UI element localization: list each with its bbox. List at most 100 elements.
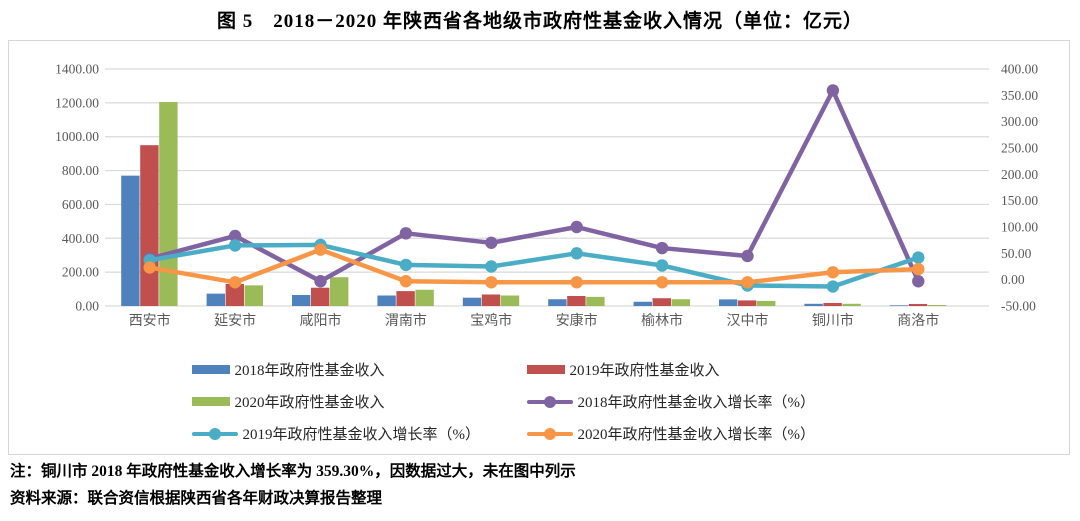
bar-swatch-2020 <box>191 397 230 406</box>
right-axis-tick-label: 100.00 <box>1001 220 1038 235</box>
chart-title: 图 5 2018－2020 年陕西省各地级市政府性基金收入情况（单位：亿元） <box>216 11 863 32</box>
legend-item-2020-revenue: 2020年政府性基金收入 <box>191 391 527 412</box>
marker-2019年政府性基金收入增长率（%） <box>399 258 413 272</box>
bar-2019年政府性基金收入 <box>652 298 671 306</box>
legend-item-2020-growth: 2020年政府性基金收入增长率（%） <box>526 423 887 444</box>
legend-label: 2020年政府性基金收入增长率（%） <box>577 427 816 443</box>
x-axis-category-label: 宝鸡市 <box>470 312 512 329</box>
chart-footnotes: 注：铜川市 2018 年政府性基金收入增长率为 359.30%，因数据过大，未在… <box>10 459 1070 512</box>
bar-2020年政府性基金收入 <box>927 304 947 306</box>
left-axis-tick-label: 600.00 <box>62 197 99 212</box>
x-axis-category-label: 榆林市 <box>641 312 683 329</box>
marker-2020年政府性基金收入增长率（%） <box>741 276 754 289</box>
legend-item-2018-revenue: 2018年政府性基金收入 <box>191 359 527 380</box>
marker-2020年政府性基金收入增长率（%） <box>485 276 498 289</box>
bar-2018年政府性基金收入 <box>633 301 652 306</box>
marker-2020年政府性基金收入增长率（%） <box>143 261 156 274</box>
bar-2018年政府性基金收入 <box>292 294 311 306</box>
marker-2020年政府性基金收入增长率（%） <box>655 276 669 289</box>
legend-item-2018-growth: 2018年政府性基金收入增长率（%） <box>526 391 887 412</box>
left-axis-tick-label: 1000.00 <box>55 129 99 144</box>
bar-2018年政府性基金收入 <box>719 299 738 306</box>
left-axis-tick-label: 800.00 <box>62 163 99 178</box>
marker-2018年政府性基金收入增长率（%） <box>314 275 327 288</box>
marker-2019年政府性基金收入增长率（%） <box>826 280 840 293</box>
x-axis-category-label: 延安市 <box>214 312 256 329</box>
bar-2020年政府性基金收入 <box>159 102 178 306</box>
bar-2018年政府性基金收入 <box>377 295 396 306</box>
note-line: 注：铜川市 2018 年政府性基金收入增长率为 359.30%，因数据过大，未在… <box>10 463 576 480</box>
right-axis-tick-label: -50.00 <box>1001 299 1036 314</box>
bar-2020年政府性基金收入 <box>244 285 263 306</box>
bar-swatch-2018 <box>191 365 230 374</box>
marker-2019年政府性基金收入增长率（%） <box>228 239 242 252</box>
combo-chart-plot: 0.00 200.00 400.00 600.00 800.00 1000.00 1200.… <box>55 62 1038 330</box>
bar-2018年政府性基金收入 <box>889 305 909 306</box>
marker-2018年政府性基金收入增长率（%） <box>826 84 840 97</box>
legend-item-2019-growth: 2019年政府性基金收入增长率（%） <box>191 423 527 444</box>
line-2018年政府性基金收入增长率（%） <box>147 88 921 284</box>
bar-2020年政府性基金收入 <box>415 289 434 306</box>
x-axis-category-label: 咸阳市 <box>300 312 342 329</box>
bar-2020年政府性基金收入 <box>842 303 861 306</box>
bar-swatch-2019 <box>526 365 565 374</box>
line-swatch-2018-growth <box>526 395 573 409</box>
source-line: 资料来源：联合资信根据陕西省各年财政决算报告整理 <box>10 489 383 507</box>
chart-area: 0.00 200.00 400.00 600.00 800.00 1000.00 1200.… <box>8 40 1070 455</box>
legend-marker-icon <box>208 427 221 440</box>
bar-2019年政府性基金收入 <box>140 145 159 306</box>
legend-label: 2020年政府性基金收入 <box>234 395 385 411</box>
x-axis-category-label: 汉中市 <box>727 312 769 329</box>
bar-2018年政府性基金收入 <box>121 175 140 306</box>
right-axis-tick-label: 400.00 <box>1001 62 1038 77</box>
bar-2019年政府性基金收入 <box>908 303 928 306</box>
legend-label: 2019年政府性基金收入增长率（%） <box>242 427 481 443</box>
line-swatch-2020-growth <box>526 427 573 441</box>
marker-2020年政府性基金收入增长率（%） <box>912 262 925 276</box>
left-axis-tick-label: 200.00 <box>62 265 99 280</box>
bar-2018年政府性基金收入 <box>462 297 482 306</box>
right-axis-tick-label: 150.00 <box>1001 193 1038 208</box>
bar-2019年政府性基金收入 <box>311 287 330 306</box>
line-2020年政府性基金收入增长率（%） <box>147 247 921 285</box>
marker-2019年政府性基金收入增长率（%） <box>485 260 498 273</box>
x-axis-category-label: 西安市 <box>129 312 171 329</box>
bar-2019年政府性基金收入 <box>738 300 757 306</box>
marker-2020年政府性基金收入增长率（%） <box>826 266 840 279</box>
bar-2020年政府性基金收入 <box>330 277 349 306</box>
bar-2019年政府性基金收入 <box>823 302 842 306</box>
bar-2019年政府性基金收入 <box>225 283 244 306</box>
bar-2018年政府性基金收入 <box>206 293 225 306</box>
legend-label: 2018年政府性基金收入 <box>234 363 385 379</box>
right-axis-tick-label: 200.00 <box>1001 167 1038 182</box>
legend-label: 2019年政府性基金收入 <box>569 363 720 379</box>
bar-2020年政府性基金收入 <box>500 295 520 306</box>
left-axis-tick-label: 1400.00 <box>55 62 99 77</box>
x-axis-category-label: 铜川市 <box>812 312 854 329</box>
bar-2019年政府性基金收入 <box>396 291 415 306</box>
bar-2020年政府性基金收入 <box>757 300 776 306</box>
marker-2019年政府性基金收入增长率（%） <box>655 259 669 272</box>
bar-2019年政府性基金收入 <box>481 294 501 306</box>
line-swatch-2019-growth <box>191 427 238 441</box>
marker-2018年政府性基金收入增长率（%） <box>655 241 669 255</box>
marker-2020年政府性基金收入增长率（%） <box>399 275 413 288</box>
right-axis-tick-label: 0.00 <box>1001 272 1025 287</box>
bar-2020年政府性基金收入 <box>671 299 690 306</box>
marker-2018年政府性基金收入增长率（%） <box>228 229 242 243</box>
marker-2019年政府性基金收入增长率（%） <box>912 251 925 264</box>
bar-2018年政府性基金收入 <box>804 303 823 306</box>
bar-2019年政府性基金收入 <box>567 296 586 306</box>
marker-2020年政府性基金收入增长率（%） <box>314 243 327 256</box>
marker-2018年政府性基金收入增长率（%） <box>399 227 413 240</box>
left-axis-tick-label: 1200.00 <box>55 95 99 110</box>
marker-2018年政府性基金收入增长率（%） <box>570 220 583 234</box>
marker-2019年政府性基金收入增长率（%） <box>570 247 583 260</box>
marker-2020年政府性基金收入增长率（%） <box>228 276 242 289</box>
legend-item-2019-revenue: 2019年政府性基金收入 <box>526 359 887 380</box>
bar-2018年政府性基金收入 <box>548 299 567 306</box>
x-axis-category-label: 渭南市 <box>385 312 427 329</box>
right-axis-tick-label: 250.00 <box>1001 141 1038 156</box>
right-axis-tick-label: 350.00 <box>1001 88 1038 103</box>
line-2019年政府性基金收入增长率（%） <box>147 242 921 289</box>
